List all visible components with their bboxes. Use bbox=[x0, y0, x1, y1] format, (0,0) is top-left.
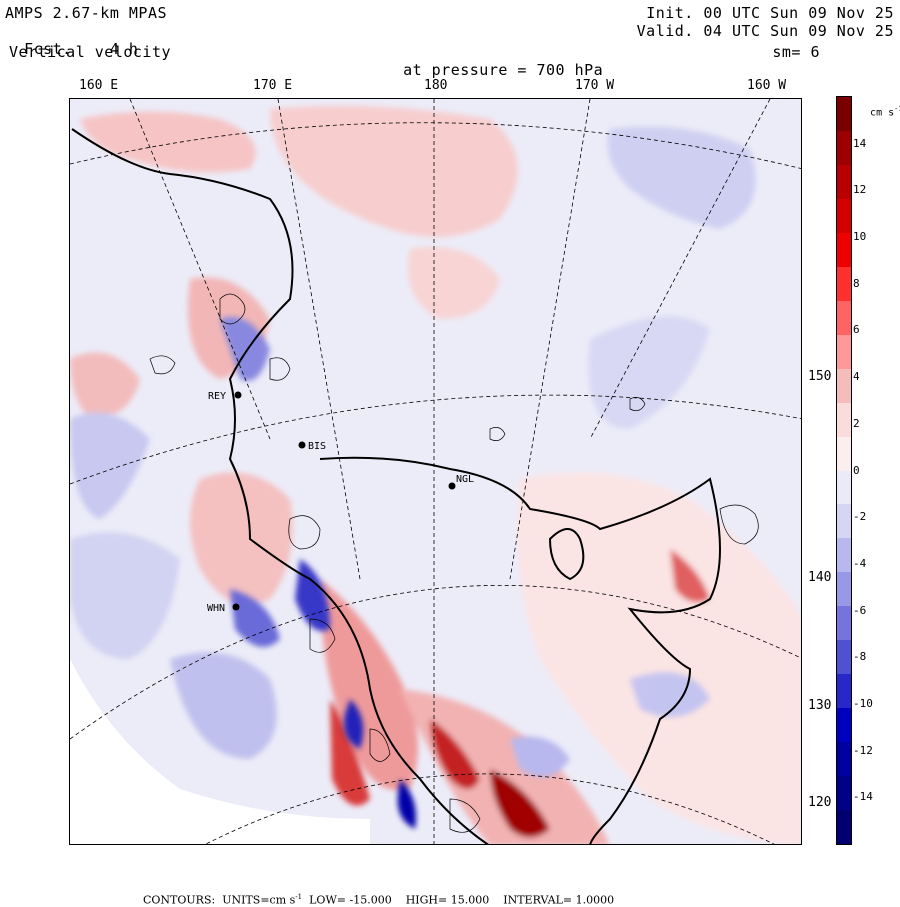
colorbar-segment bbox=[837, 572, 851, 607]
footer-low-label: LOW= bbox=[309, 893, 346, 907]
colorbar-segment bbox=[837, 97, 851, 131]
forecast-lead: Fcst. 4 h bbox=[5, 22, 138, 58]
model-title: AMPS 2.67-km MPAS bbox=[5, 4, 168, 22]
colorbar-segment bbox=[837, 674, 851, 709]
footer-low-value: -15.000 bbox=[349, 893, 392, 907]
footer-contours-label: CONTOURS: bbox=[143, 893, 216, 907]
colorbar-segment bbox=[837, 198, 851, 233]
init-time: Init. 00 UTC Sun 09 Nov 25 bbox=[646, 4, 894, 22]
colorbar-unit-exp: -1 bbox=[894, 105, 900, 113]
colorbar bbox=[836, 96, 852, 845]
map-panel: REY BIS NGL WHN bbox=[69, 98, 802, 845]
colorbar-segment bbox=[837, 368, 851, 403]
colorbar-segment bbox=[837, 164, 851, 199]
colorbar-tick-label: 8 bbox=[853, 276, 860, 290]
colorbar-segment bbox=[837, 742, 851, 777]
colorbar-segment bbox=[837, 300, 851, 335]
colorbar-segment bbox=[837, 708, 851, 743]
pressure-label: at pressure = bbox=[403, 61, 527, 79]
colorbar-segment bbox=[837, 504, 851, 539]
colorbar-tick-label: 0 bbox=[853, 463, 860, 477]
colorbar-tick-label: -12 bbox=[853, 743, 873, 757]
colorbar-segment bbox=[837, 130, 851, 165]
colorbar-tick-label: 10 bbox=[853, 230, 867, 244]
contour-lines bbox=[149, 293, 759, 833]
colorbar-segment bbox=[837, 402, 851, 437]
station-ngl-marker bbox=[448, 482, 456, 490]
colorbar-tick-label: 2 bbox=[853, 416, 860, 430]
footer-units-exp: -1 bbox=[295, 893, 303, 901]
map-canvas: REY BIS NGL WHN bbox=[70, 99, 801, 844]
footer-contours: CONTOURS: UNITS=cm s-1 LOW= -15.000 HIGH… bbox=[136, 880, 614, 907]
smoothing-value: sm= 6 bbox=[772, 43, 820, 61]
colorbar-segment bbox=[837, 776, 851, 811]
stations: REY BIS NGL WHN bbox=[207, 391, 474, 614]
station-rey-marker bbox=[234, 391, 242, 399]
station-rey-label: REY bbox=[208, 391, 226, 402]
lon-label-160w: 160 W bbox=[747, 78, 787, 93]
negative-velocity-areas bbox=[70, 126, 756, 829]
colorbar-tick-label: -10 bbox=[853, 696, 873, 710]
colorbar-segment bbox=[837, 810, 851, 845]
colorbar-unit: cm s-1 bbox=[858, 94, 900, 118]
field-name: Vertical velocity bbox=[9, 43, 172, 61]
colorbar-segment bbox=[837, 436, 851, 471]
pressure-value: 700 hPa bbox=[536, 61, 604, 79]
station-ngl-label: NGL bbox=[456, 474, 474, 485]
lon-label-170w: 170 W bbox=[575, 78, 615, 93]
footer-interval-value: 1.0000 bbox=[575, 893, 615, 907]
lon-label-160e: 160 E bbox=[79, 78, 119, 93]
colorbar-segment bbox=[837, 606, 851, 641]
coastline bbox=[71, 128, 721, 844]
footer-high-label: HIGH= bbox=[405, 893, 448, 907]
colorbar-tick-label: -2 bbox=[853, 510, 867, 524]
colorbar-tick-label: -14 bbox=[853, 790, 873, 804]
pressure-level: at pressure = 700 hPa bbox=[384, 43, 603, 79]
colorbar-segment bbox=[837, 640, 851, 675]
colorbar-tick-label: 14 bbox=[853, 136, 867, 150]
footer-high-value: 15.000 bbox=[450, 893, 490, 907]
colorbar-tick-label: 12 bbox=[853, 183, 867, 197]
station-bis-label: BIS bbox=[308, 441, 326, 452]
colorbar-segment bbox=[837, 538, 851, 573]
colorbar-tick-label: -8 bbox=[853, 650, 867, 664]
station-whn-marker bbox=[232, 603, 240, 611]
station-whn-label: WHN bbox=[207, 603, 225, 614]
colorbar-tick-label: -4 bbox=[853, 556, 867, 570]
forecast-label: Fcst. bbox=[24, 40, 72, 58]
lon-label-170e: 170 E bbox=[253, 78, 293, 93]
forecast-value: 4 h bbox=[109, 40, 139, 58]
colorbar-segment bbox=[837, 232, 851, 267]
footer-units-label: UNITS=cm s bbox=[222, 893, 296, 907]
outside-domain bbox=[70, 659, 370, 844]
lon-label-180: 180 bbox=[424, 78, 448, 93]
colorbar-segment bbox=[837, 470, 851, 505]
colorbar-tick-label: -6 bbox=[853, 603, 867, 617]
colorbar-tick-label: 6 bbox=[853, 323, 860, 337]
footer-interval-label: INTERVAL= bbox=[503, 893, 573, 907]
colorbar-segment bbox=[837, 334, 851, 369]
graticule bbox=[70, 99, 801, 844]
station-bis-marker bbox=[298, 441, 306, 449]
valid-time: Valid. 04 UTC Sun 09 Nov 25 bbox=[636, 22, 894, 40]
colorbar-tick-label: 4 bbox=[853, 370, 860, 384]
colorbar-segment bbox=[837, 266, 851, 301]
colorbar-unit-label: cm s bbox=[870, 107, 895, 119]
